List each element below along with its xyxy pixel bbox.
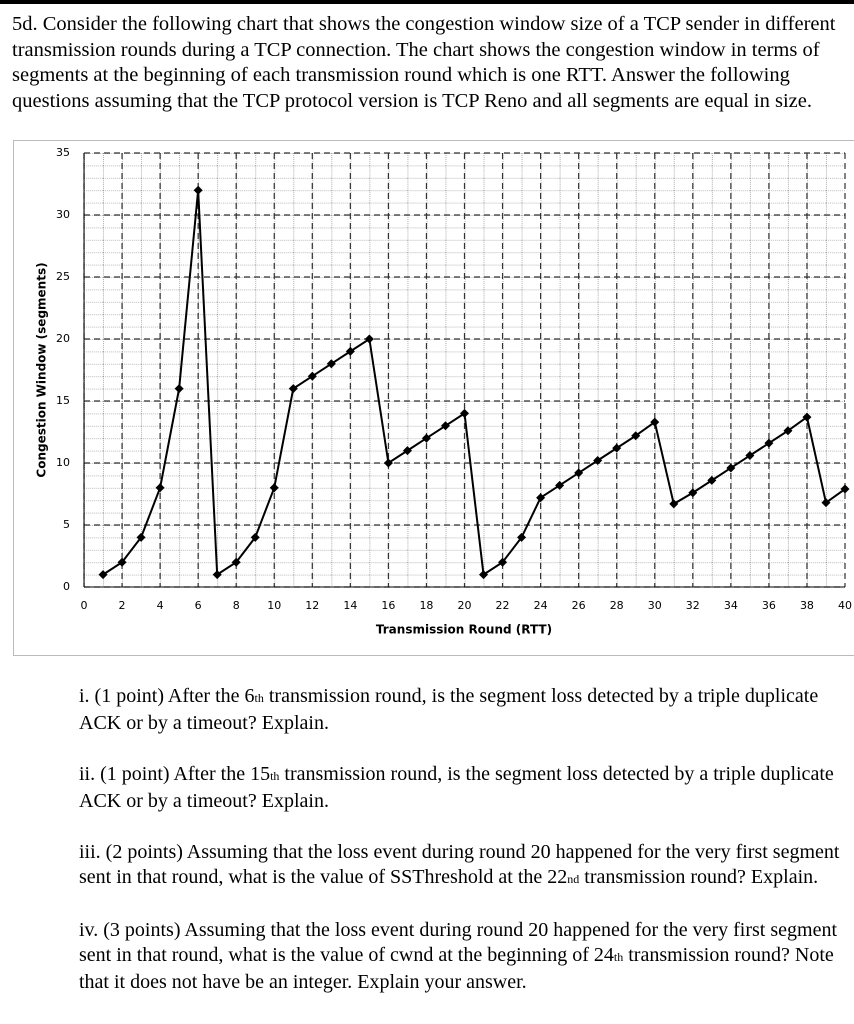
x-tick-label: 14 xyxy=(343,599,357,612)
data-point xyxy=(345,346,355,356)
data-point xyxy=(460,408,469,418)
chart-frame xyxy=(13,140,854,656)
y-tick-label: 0 xyxy=(63,580,70,593)
data-point xyxy=(498,557,508,567)
data-point xyxy=(421,433,431,443)
data-point xyxy=(98,570,108,580)
x-tick-label: 10 xyxy=(267,599,281,612)
data-point xyxy=(402,446,412,456)
data-point xyxy=(707,475,717,485)
y-tick-label: 5 xyxy=(63,518,70,531)
data-point xyxy=(669,499,679,509)
question-text: iv. (3 points) Assuming that the loss ev… xyxy=(79,919,838,966)
data-point xyxy=(307,371,317,381)
ordinal-suffix: th xyxy=(613,950,624,964)
x-tick-label: 4 xyxy=(157,599,164,612)
data-point xyxy=(764,438,774,448)
data-point xyxy=(631,431,641,441)
data-point xyxy=(745,451,755,461)
data-point xyxy=(840,484,850,494)
data-point xyxy=(269,483,279,493)
y-tick-label: 25 xyxy=(56,270,70,283)
x-tick-label: 20 xyxy=(458,599,472,612)
x-tick-label: 12 xyxy=(305,599,319,612)
data-point xyxy=(383,458,393,468)
x-tick-label: 30 xyxy=(648,599,662,612)
x-tick-label: 36 xyxy=(762,599,776,612)
data-point xyxy=(288,384,298,394)
data-point xyxy=(231,557,241,567)
data-point xyxy=(821,498,831,508)
x-tick-label: 6 xyxy=(195,599,202,612)
data-point xyxy=(593,456,603,466)
question-intro: 5d. Consider the following chart that sh… xyxy=(12,13,836,112)
data-point xyxy=(726,463,736,473)
data-point xyxy=(117,557,127,567)
x-tick-label: 26 xyxy=(572,599,586,612)
y-axis-label: Congestion Window (segments) xyxy=(35,262,49,477)
x-tick-label: 38 xyxy=(800,599,814,612)
data-point xyxy=(517,532,527,542)
data-point xyxy=(688,488,698,498)
data-point xyxy=(326,359,336,369)
question-text: iii. (2 points) Assuming that the loss e… xyxy=(79,841,840,888)
data-point xyxy=(650,417,660,427)
question: i. (1 point) After the 6th transmission … xyxy=(79,684,849,736)
data-point xyxy=(364,334,374,344)
data-point xyxy=(193,185,203,195)
x-axis-label: Transmission Round (RTT) xyxy=(376,623,552,637)
data-point xyxy=(479,570,489,580)
x-tick-label: 40 xyxy=(838,599,852,612)
data-point xyxy=(440,421,450,431)
questions: i. (1 point) After the 6th transmission … xyxy=(79,684,849,1021)
y-tick-label: 20 xyxy=(56,332,70,345)
x-tick-label: 34 xyxy=(724,599,738,612)
ordinal-suffix: th xyxy=(270,769,280,783)
data-point xyxy=(155,483,165,493)
chart: Congestion Window (segments) Transmissio… xyxy=(35,146,853,637)
y-tick-label: 35 xyxy=(56,146,70,159)
x-tick-label: 24 xyxy=(534,599,548,612)
question-text: i. (1 point) After the 6 xyxy=(79,685,255,707)
x-tick-label: 18 xyxy=(419,599,433,612)
data-point xyxy=(802,412,812,422)
data-point xyxy=(555,480,565,490)
x-tick-label: 32 xyxy=(686,599,700,612)
data-line xyxy=(102,190,846,577)
question-text: transmission round, is the segment loss … xyxy=(79,685,819,734)
ordinal-suffix: nd xyxy=(567,872,580,886)
data-point xyxy=(536,493,546,503)
data-point xyxy=(250,532,260,542)
question-text: transmission round, is the segment loss … xyxy=(79,763,834,812)
question: ii. (1 point) After the 15th transmissio… xyxy=(79,762,849,814)
data-point xyxy=(174,384,184,394)
data-point xyxy=(783,426,793,436)
x-tick-label: 16 xyxy=(381,599,395,612)
data-point xyxy=(574,468,584,478)
y-tick-label: 15 xyxy=(56,394,70,407)
y-tick-label: 10 xyxy=(56,456,70,469)
ordinal-suffix: th xyxy=(254,691,264,705)
x-tick-label: 22 xyxy=(496,599,510,612)
x-tick-label: 2 xyxy=(119,599,126,612)
data-point xyxy=(212,570,222,580)
question-text: transmission round? Explain. xyxy=(579,866,819,888)
data-point xyxy=(136,532,146,542)
top-bar xyxy=(0,0,854,4)
x-tick-label: 8 xyxy=(233,599,240,612)
question: iv. (3 points) Assuming that the loss ev… xyxy=(79,918,849,995)
y-tick-label: 30 xyxy=(56,208,70,221)
x-tick-label: 28 xyxy=(610,599,624,612)
question-text: transmission round? Note that it does no… xyxy=(79,944,834,993)
question: iii. (2 points) Assuming that the loss e… xyxy=(79,840,849,892)
x-tick-label: 0 xyxy=(81,599,88,612)
data-point xyxy=(612,443,622,453)
question-text: ii. (1 point) After the 15 xyxy=(79,763,271,785)
